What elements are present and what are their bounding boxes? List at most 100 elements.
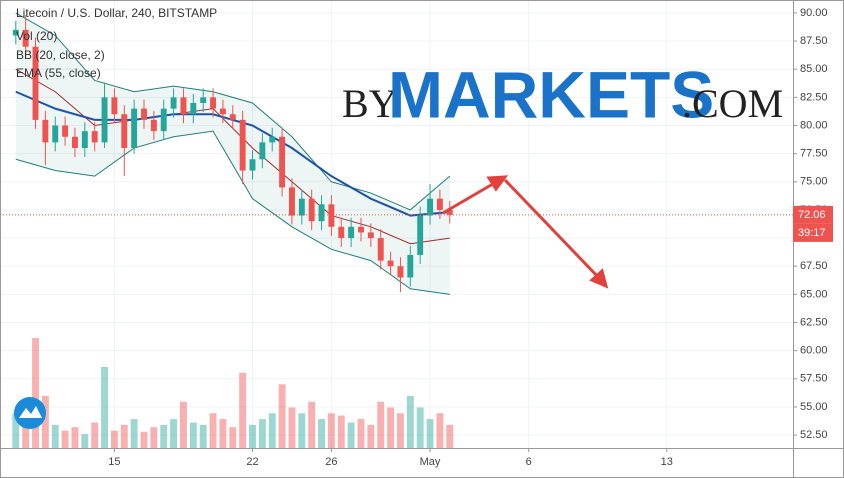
candles (12, 15, 453, 293)
volume-bar (406, 395, 414, 448)
chart-title: Litecoin / U.S. Dollar, 240, BITSTAMP (16, 6, 217, 20)
arrow-head (486, 175, 509, 192)
candle-body (52, 125, 59, 143)
volume-bar (308, 401, 316, 448)
volume-bar (367, 424, 375, 448)
y-tick-label: 67.50 (800, 260, 828, 272)
volume-bar (180, 401, 187, 448)
y-tick-label: 85.00 (800, 63, 828, 75)
volume-bar (81, 434, 89, 448)
y-tick-label: 57.50 (800, 373, 828, 385)
candle-body (318, 204, 325, 222)
indicator: Vol (20) (16, 29, 57, 43)
x-tick-label: 6 (526, 456, 532, 468)
x-tick-label: 15 (108, 456, 120, 468)
volume-bar (377, 401, 385, 448)
volume-bar (239, 372, 247, 448)
candle-body (160, 108, 167, 132)
volume-bar (130, 419, 138, 448)
y-tick-label: 60.00 (800, 345, 828, 357)
candle-body (249, 159, 256, 171)
volume-bar (120, 424, 128, 448)
candle-body (298, 198, 305, 216)
volume-bar (436, 413, 444, 448)
candle-body (42, 119, 49, 143)
volume-bar (387, 407, 395, 448)
arrows (442, 175, 609, 289)
candle-body (417, 215, 424, 255)
candle-body (111, 97, 118, 115)
watermark-by: BY (342, 81, 398, 126)
volume-bar (357, 419, 365, 448)
y-tick-label: 65.00 (800, 288, 828, 300)
volume-bar (12, 413, 20, 448)
volume-bar (51, 424, 59, 448)
candle-body (269, 136, 276, 143)
arrow (442, 179, 499, 215)
candle-body (397, 266, 404, 278)
candle-body (131, 108, 138, 149)
volume-bar (347, 422, 355, 448)
volume-bar (416, 407, 424, 448)
volume-bar (170, 419, 178, 448)
candle-body (377, 238, 384, 261)
candle-body (12, 29, 19, 36)
volume-bar (426, 419, 434, 448)
volume-bar (32, 338, 39, 448)
volume (12, 338, 454, 448)
volume-bar (140, 431, 148, 448)
volume-bar (278, 384, 286, 448)
volume-bar (268, 413, 276, 448)
watermark-com: .COM (682, 81, 783, 126)
volume-bar (337, 415, 345, 448)
candle-body (200, 97, 207, 103)
volume-bar (396, 413, 404, 448)
y-tick-label: 82.50 (800, 91, 828, 103)
volume-bar (189, 422, 197, 448)
candle-body (328, 204, 335, 227)
bb-lower (15, 130, 450, 295)
volume-bar (219, 419, 227, 448)
candle-body (358, 226, 364, 233)
candle-body (308, 198, 315, 222)
indicator: BB (20, close, 2) (16, 48, 105, 62)
volume-bar (229, 427, 237, 448)
x-tick-label: May (420, 456, 441, 468)
candle-body (219, 108, 226, 115)
candle-body (32, 46, 39, 120)
arrow (503, 178, 602, 281)
volume-bar (91, 422, 99, 448)
candle-body (407, 254, 414, 278)
candle-body (62, 125, 69, 137)
volume-bar (446, 424, 454, 448)
volume-bar (61, 430, 69, 448)
candle-body (81, 131, 88, 149)
candle-body (367, 232, 374, 239)
candle-body (91, 131, 98, 143)
candle-body (387, 260, 394, 267)
volume-bar (288, 407, 296, 448)
volume-bar (22, 419, 30, 448)
candle-body (22, 29, 29, 47)
candle-body (436, 198, 443, 210)
logo-icon (19, 406, 42, 418)
volume-bar (41, 395, 49, 448)
x-tick-label: 13 (661, 456, 673, 468)
price-label-box (793, 205, 833, 224)
volume-bar (298, 413, 306, 448)
y-tick-label: 75.00 (800, 176, 828, 188)
logo (14, 397, 46, 429)
indicator: EMA (55, close) (16, 66, 101, 80)
volume-bar (150, 427, 158, 448)
volume-bar (249, 424, 256, 448)
arrow-head (589, 268, 609, 289)
candle-body (279, 136, 286, 188)
volume-bar (199, 424, 207, 448)
candle-body (446, 209, 453, 215)
volume-bar (101, 366, 109, 448)
candle-body (180, 97, 187, 115)
price-label: 72.06 (798, 209, 826, 221)
candle-body (229, 114, 236, 120)
y-tick-label: 55.00 (800, 401, 828, 413)
